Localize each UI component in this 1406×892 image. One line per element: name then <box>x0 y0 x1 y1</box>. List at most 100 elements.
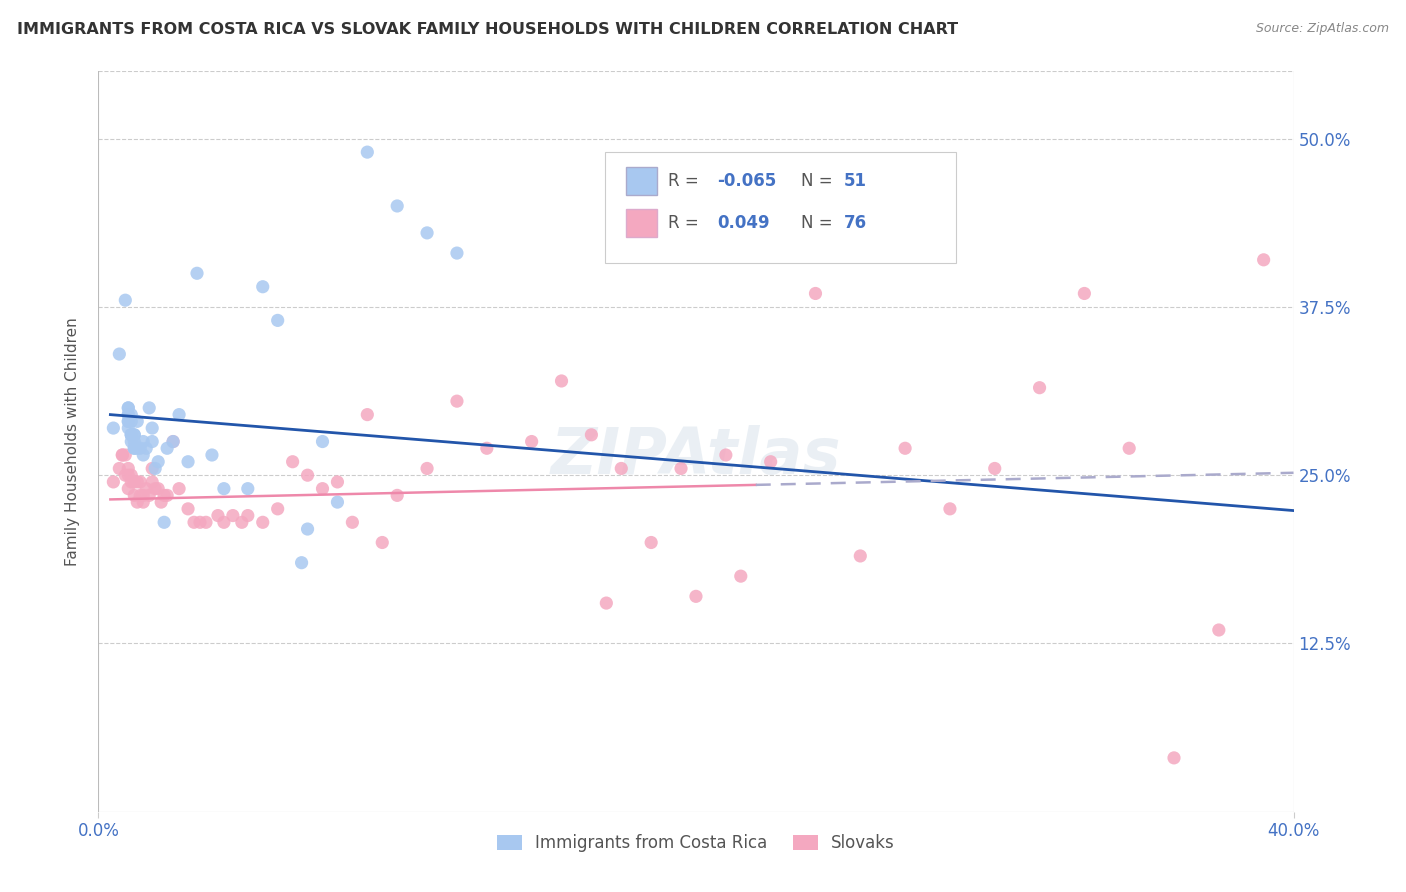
Point <box>550 374 572 388</box>
Point <box>201 448 224 462</box>
Point <box>162 434 184 449</box>
Point <box>117 401 139 415</box>
Point <box>581 427 603 442</box>
Point <box>714 448 737 462</box>
Point <box>610 461 633 475</box>
Point <box>212 516 235 530</box>
Point <box>120 468 142 483</box>
Point <box>117 461 139 475</box>
Point <box>894 442 917 456</box>
Point <box>416 461 439 475</box>
Point <box>117 408 139 422</box>
Point <box>148 482 170 496</box>
Point <box>153 516 176 530</box>
Point <box>446 246 468 260</box>
Point <box>595 596 617 610</box>
Point <box>297 522 319 536</box>
Point <box>177 501 200 516</box>
Text: N =: N = <box>801 172 838 190</box>
Point <box>124 442 146 456</box>
Text: 0.049: 0.049 <box>717 214 769 232</box>
Point <box>124 427 146 442</box>
Point <box>939 501 962 516</box>
Point <box>132 434 155 449</box>
Point <box>267 313 290 327</box>
Point <box>356 145 378 160</box>
Point <box>117 408 139 422</box>
Point <box>127 414 149 428</box>
Point <box>167 408 190 422</box>
Point <box>311 482 333 496</box>
Point <box>127 442 149 456</box>
Point <box>446 394 468 409</box>
Point <box>135 482 157 496</box>
Point <box>132 448 155 462</box>
Text: IMMIGRANTS FROM COSTA RICA VS SLOVAK FAMILY HOUSEHOLDS WITH CHILDREN CORRELATION: IMMIGRANTS FROM COSTA RICA VS SLOVAK FAM… <box>17 22 957 37</box>
Point <box>267 501 290 516</box>
Point <box>326 475 349 489</box>
Point <box>371 535 394 549</box>
Point <box>156 488 179 502</box>
Point <box>124 434 146 449</box>
Point <box>127 475 149 489</box>
Point <box>120 427 142 442</box>
Point <box>475 442 498 456</box>
Point <box>311 434 333 449</box>
Point <box>129 488 152 502</box>
Point <box>111 448 134 462</box>
Point <box>138 401 160 415</box>
Point <box>730 569 752 583</box>
Point <box>207 508 229 523</box>
Text: -0.065: -0.065 <box>717 172 776 190</box>
Point <box>849 549 872 563</box>
Point <box>124 442 146 456</box>
Point <box>804 286 827 301</box>
Point <box>150 495 173 509</box>
Point <box>141 475 163 489</box>
Point <box>1208 623 1230 637</box>
Point <box>143 461 166 475</box>
Point <box>111 448 134 462</box>
Point <box>148 455 170 469</box>
Point <box>385 199 409 213</box>
Point <box>117 421 139 435</box>
Point <box>117 482 139 496</box>
Point <box>183 516 205 530</box>
Point <box>132 495 155 509</box>
Point <box>252 279 274 293</box>
Point <box>252 516 274 530</box>
Point <box>108 347 131 361</box>
Point <box>117 401 139 415</box>
Y-axis label: Family Households with Children: Family Households with Children <box>65 318 80 566</box>
Point <box>1073 286 1095 301</box>
Point <box>231 516 253 530</box>
Point <box>114 448 136 462</box>
Text: N =: N = <box>801 214 838 232</box>
Point <box>114 293 136 308</box>
Point <box>297 468 319 483</box>
Point <box>1163 751 1185 765</box>
Point <box>1028 381 1050 395</box>
Point <box>141 421 163 435</box>
Text: R =: R = <box>668 172 704 190</box>
Point <box>124 427 146 442</box>
Point <box>103 475 125 489</box>
Point <box>120 475 142 489</box>
Point <box>342 516 364 530</box>
Text: 76: 76 <box>844 214 866 232</box>
Point <box>117 414 139 428</box>
Point <box>1253 252 1275 267</box>
Point <box>141 434 163 449</box>
Point <box>156 442 179 456</box>
Point <box>120 414 142 428</box>
Point <box>669 461 692 475</box>
Legend: Immigrants from Costa Rica, Slovaks: Immigrants from Costa Rica, Slovaks <box>491 828 901 859</box>
Point <box>120 427 142 442</box>
Point <box>984 461 1007 475</box>
Point <box>177 455 200 469</box>
Point <box>385 488 409 502</box>
Point <box>117 414 139 428</box>
Point <box>108 461 131 475</box>
Point <box>924 192 946 206</box>
Point <box>759 455 782 469</box>
